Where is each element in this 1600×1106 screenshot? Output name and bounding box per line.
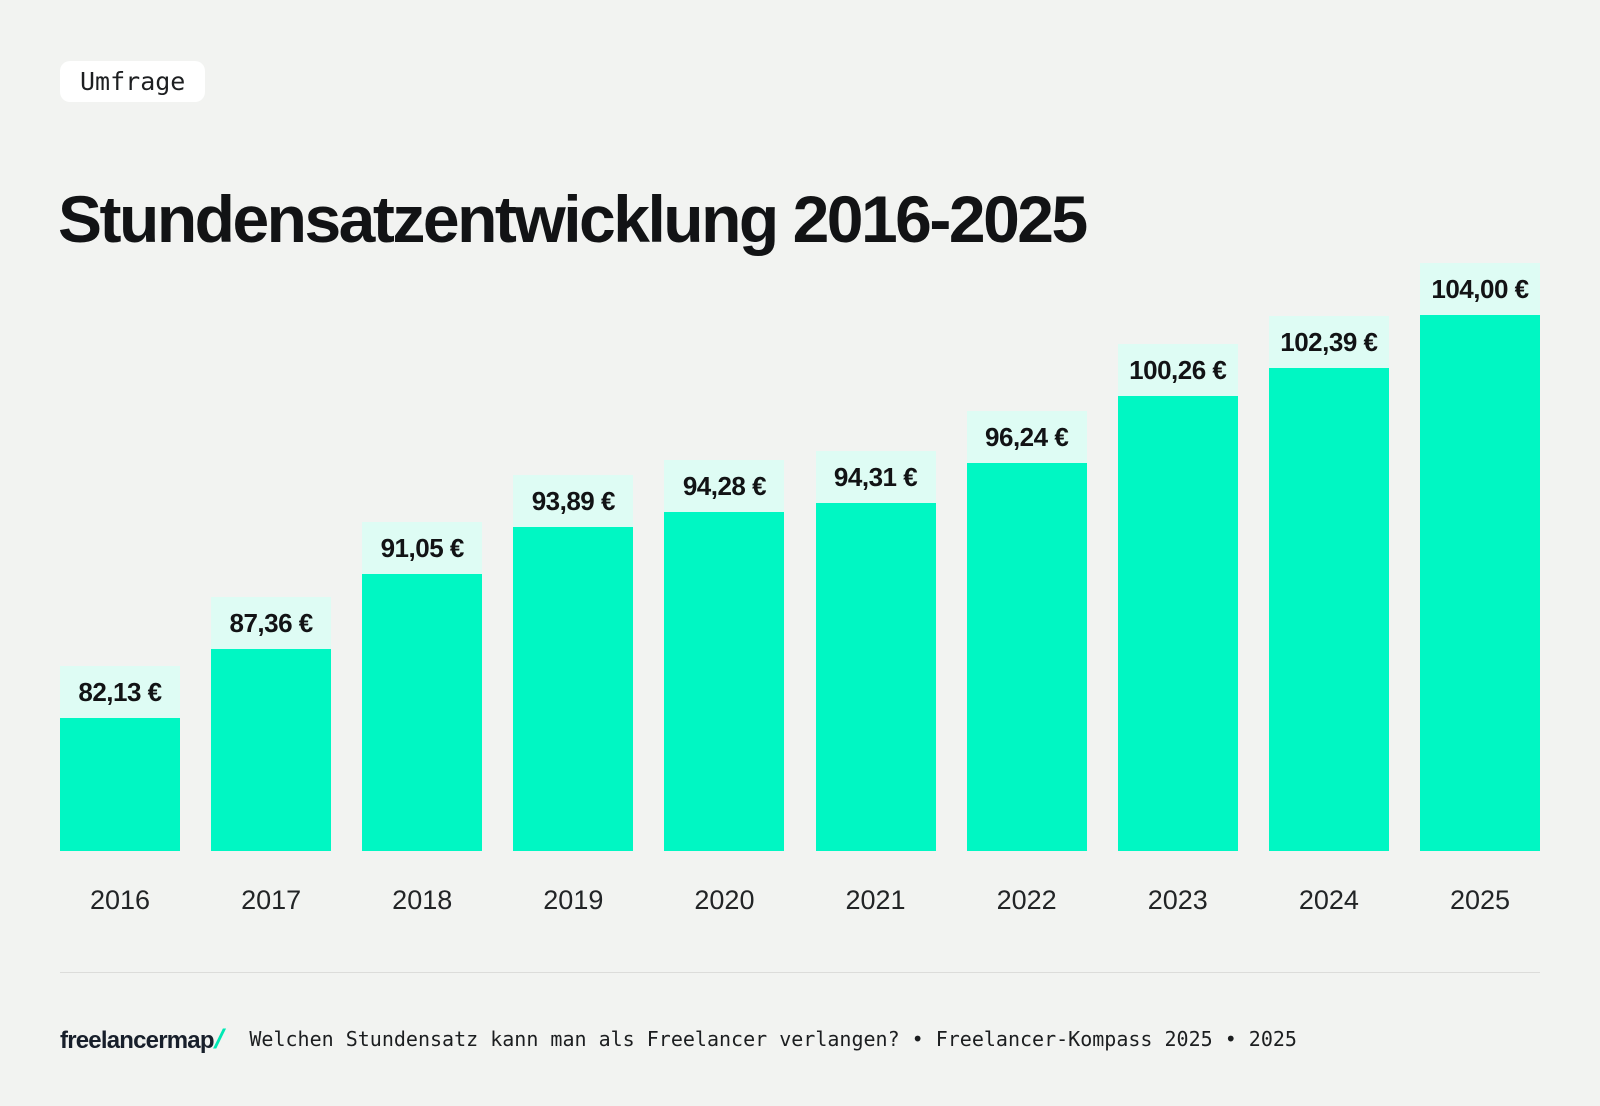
bar-value-label: 94,28 € <box>664 460 785 512</box>
year-label: 2025 <box>1449 885 1511 915</box>
bar-value-label: 96,24 € <box>966 411 1087 463</box>
bar-rect <box>966 463 1087 851</box>
bar-value-label: 87,36 € <box>211 597 332 649</box>
bar-rect <box>1117 396 1238 851</box>
bar-value-label: 93,89 € <box>513 475 634 527</box>
year-label: 2018 <box>392 885 453 915</box>
footer: freelancermap/ Welchen Stundensatz kann … <box>60 1018 1297 1060</box>
bar-group: 102,39 € <box>1268 316 1389 851</box>
bar-value-label: 82,13 € <box>60 666 180 718</box>
category-badge-label: Umfrage <box>80 67 186 96</box>
year-label: 2020 <box>694 885 755 915</box>
bar-value-label: 91,05 € <box>362 522 483 574</box>
bar-value-label: 104,00 € <box>1419 263 1540 315</box>
bar-value-label: 94,31 € <box>815 451 936 503</box>
year-label: 2021 <box>845 885 906 915</box>
bar-rect <box>664 512 785 851</box>
bar-group: 91,05 € <box>362 522 483 851</box>
year-label: 2019 <box>543 885 604 915</box>
bar-rect <box>60 718 180 851</box>
bar-rect <box>513 527 634 851</box>
bar-rect <box>1419 315 1540 851</box>
bar-rect <box>815 503 936 851</box>
page-title: Stundensatzentwicklung 2016-2025 <box>58 182 1088 257</box>
logo-slash-icon: / <box>213 1023 224 1054</box>
bar-group: 94,31 € <box>815 451 936 851</box>
bar-rect <box>1268 368 1389 851</box>
freelancermap-logo: freelancermap/ <box>60 1023 224 1055</box>
bar-value-label: 100,26 € <box>1117 344 1238 396</box>
bar-group: 87,36 € <box>211 597 332 851</box>
source-text: Welchen Stundensatz kann man als Freelan… <box>249 1027 1297 1051</box>
category-badge: Umfrage <box>60 61 206 102</box>
bar-group: 96,24 € <box>966 411 1087 851</box>
bar-group: 94,28 € <box>664 460 785 851</box>
bar-rect <box>362 574 483 851</box>
bar-group: 82,13 € <box>60 666 180 851</box>
year-label: 2022 <box>996 885 1057 915</box>
x-axis-labels: 2016 2017 2018 2019 2020 2021 2022 2023 2024 2025 <box>60 884 1540 916</box>
bar-value-label: 102,39 € <box>1268 316 1389 368</box>
year-label: 2017 <box>241 885 302 915</box>
bar-rect <box>211 649 332 851</box>
footer-divider <box>60 972 1540 973</box>
logo-wordmark: freelancermap <box>60 1026 214 1054</box>
year-label: 2024 <box>1298 885 1359 915</box>
bar-group: 93,89 € <box>513 475 634 851</box>
bar-group: 104,00 € <box>1419 263 1540 851</box>
bar-chart: 82,13 € 87,36 € 91,05 € 93,89 € 94,28 € … <box>60 263 1540 851</box>
bar-group: 100,26 € <box>1117 344 1238 851</box>
year-label: 2023 <box>1147 885 1208 915</box>
year-label: 2016 <box>89 885 151 915</box>
